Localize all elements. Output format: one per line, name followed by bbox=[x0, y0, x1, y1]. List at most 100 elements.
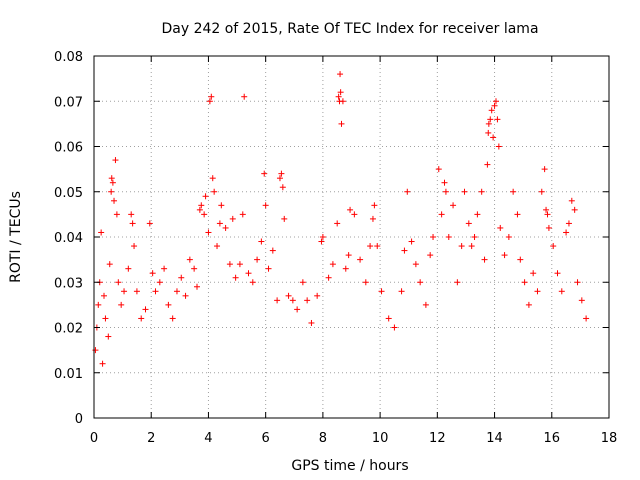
data-point bbox=[142, 306, 149, 313]
data-point bbox=[165, 301, 172, 308]
data-point bbox=[111, 197, 118, 204]
data-point bbox=[198, 202, 205, 209]
data-point bbox=[178, 274, 185, 281]
data-point bbox=[491, 102, 498, 109]
data-point bbox=[258, 238, 265, 245]
data-point bbox=[497, 224, 504, 231]
data-point bbox=[398, 288, 405, 295]
data-point bbox=[108, 175, 115, 182]
data-point bbox=[299, 279, 306, 286]
x-tick-label: 0 bbox=[90, 431, 98, 446]
data-point bbox=[222, 224, 229, 231]
x-tick-label: 14 bbox=[486, 431, 503, 446]
data-point bbox=[232, 274, 239, 281]
data-point bbox=[492, 98, 499, 105]
data-point bbox=[105, 333, 112, 340]
data-point bbox=[401, 247, 408, 254]
y-axis-label: ROTI / TECUs bbox=[8, 191, 24, 283]
data-point bbox=[514, 211, 521, 218]
data-point bbox=[568, 197, 575, 204]
data-point bbox=[505, 234, 512, 240]
data-point bbox=[211, 188, 218, 195]
data-point bbox=[109, 179, 116, 186]
x-tick-label: 12 bbox=[429, 431, 446, 446]
data-point bbox=[450, 202, 457, 209]
data-point bbox=[92, 347, 99, 354]
data-point bbox=[173, 288, 180, 295]
axis-ticks bbox=[93, 55, 610, 419]
data-point bbox=[335, 93, 342, 100]
data-point bbox=[501, 252, 508, 259]
x-tick-label: 16 bbox=[544, 431, 561, 446]
data-point bbox=[214, 243, 221, 250]
data-point bbox=[118, 301, 125, 308]
data-point bbox=[236, 261, 243, 268]
data-point bbox=[194, 283, 200, 290]
data-point bbox=[206, 98, 213, 105]
y-tick-label: 0.01 bbox=[54, 367, 83, 382]
data-point bbox=[125, 265, 132, 272]
x-tick-label: 8 bbox=[319, 431, 327, 446]
data-point bbox=[95, 301, 102, 308]
y-tick-label: 0.06 bbox=[54, 141, 83, 156]
data-point bbox=[495, 143, 502, 150]
y-tick-label: 0.02 bbox=[54, 322, 83, 337]
data-point bbox=[131, 243, 138, 250]
data-point bbox=[146, 220, 153, 227]
data-point bbox=[186, 256, 193, 263]
data-point bbox=[337, 71, 344, 78]
y-tick-label: 0.05 bbox=[54, 186, 83, 201]
data-point bbox=[517, 256, 524, 263]
data-point bbox=[357, 256, 364, 263]
data-point bbox=[149, 270, 156, 277]
data-point bbox=[216, 220, 223, 227]
data-point bbox=[487, 116, 494, 123]
data-point bbox=[571, 206, 578, 213]
data-point bbox=[226, 261, 233, 268]
data-point bbox=[169, 315, 176, 322]
data-point bbox=[465, 220, 472, 227]
data-point bbox=[385, 315, 392, 322]
data-point bbox=[161, 265, 168, 272]
y-tick-labels: 0 0.01 0.02 0.03 0.04 0.05 0.06 0.07 0.08 bbox=[54, 50, 83, 427]
data-point bbox=[152, 288, 159, 295]
data-point bbox=[541, 166, 548, 173]
data-point bbox=[289, 297, 296, 304]
data-point bbox=[583, 315, 590, 322]
y-tick-label: 0.07 bbox=[54, 95, 83, 110]
data-point bbox=[371, 202, 378, 209]
data-point bbox=[308, 319, 315, 326]
data-point bbox=[471, 234, 478, 240]
data-point bbox=[334, 220, 341, 227]
data-point bbox=[550, 243, 557, 250]
data-point bbox=[430, 234, 437, 240]
data-point bbox=[454, 279, 461, 286]
data-point bbox=[249, 279, 256, 286]
data-point bbox=[342, 265, 349, 272]
data-point bbox=[484, 161, 491, 168]
y-tick-label: 0.03 bbox=[54, 276, 83, 291]
data-point bbox=[404, 188, 411, 195]
data-point bbox=[115, 279, 122, 286]
data-point bbox=[412, 261, 419, 268]
data-point bbox=[128, 211, 135, 218]
data-point bbox=[435, 166, 442, 173]
data-point bbox=[408, 238, 415, 245]
data-point bbox=[254, 256, 261, 263]
x-tick-labels: 0 2 4 6 8 10 12 14 16 18 bbox=[90, 431, 617, 446]
data-point bbox=[278, 170, 285, 177]
data-point bbox=[474, 211, 481, 218]
y-tick-label: 0 bbox=[75, 412, 83, 427]
data-point bbox=[294, 306, 301, 313]
data-point bbox=[558, 288, 565, 295]
data-point bbox=[191, 265, 198, 272]
data-point bbox=[534, 288, 541, 295]
x-tick-label: 4 bbox=[204, 431, 212, 446]
data-point bbox=[285, 292, 292, 299]
data-point bbox=[374, 243, 381, 250]
x-tick-label: 18 bbox=[601, 431, 618, 446]
data-point bbox=[362, 279, 369, 286]
data-point bbox=[543, 206, 550, 213]
